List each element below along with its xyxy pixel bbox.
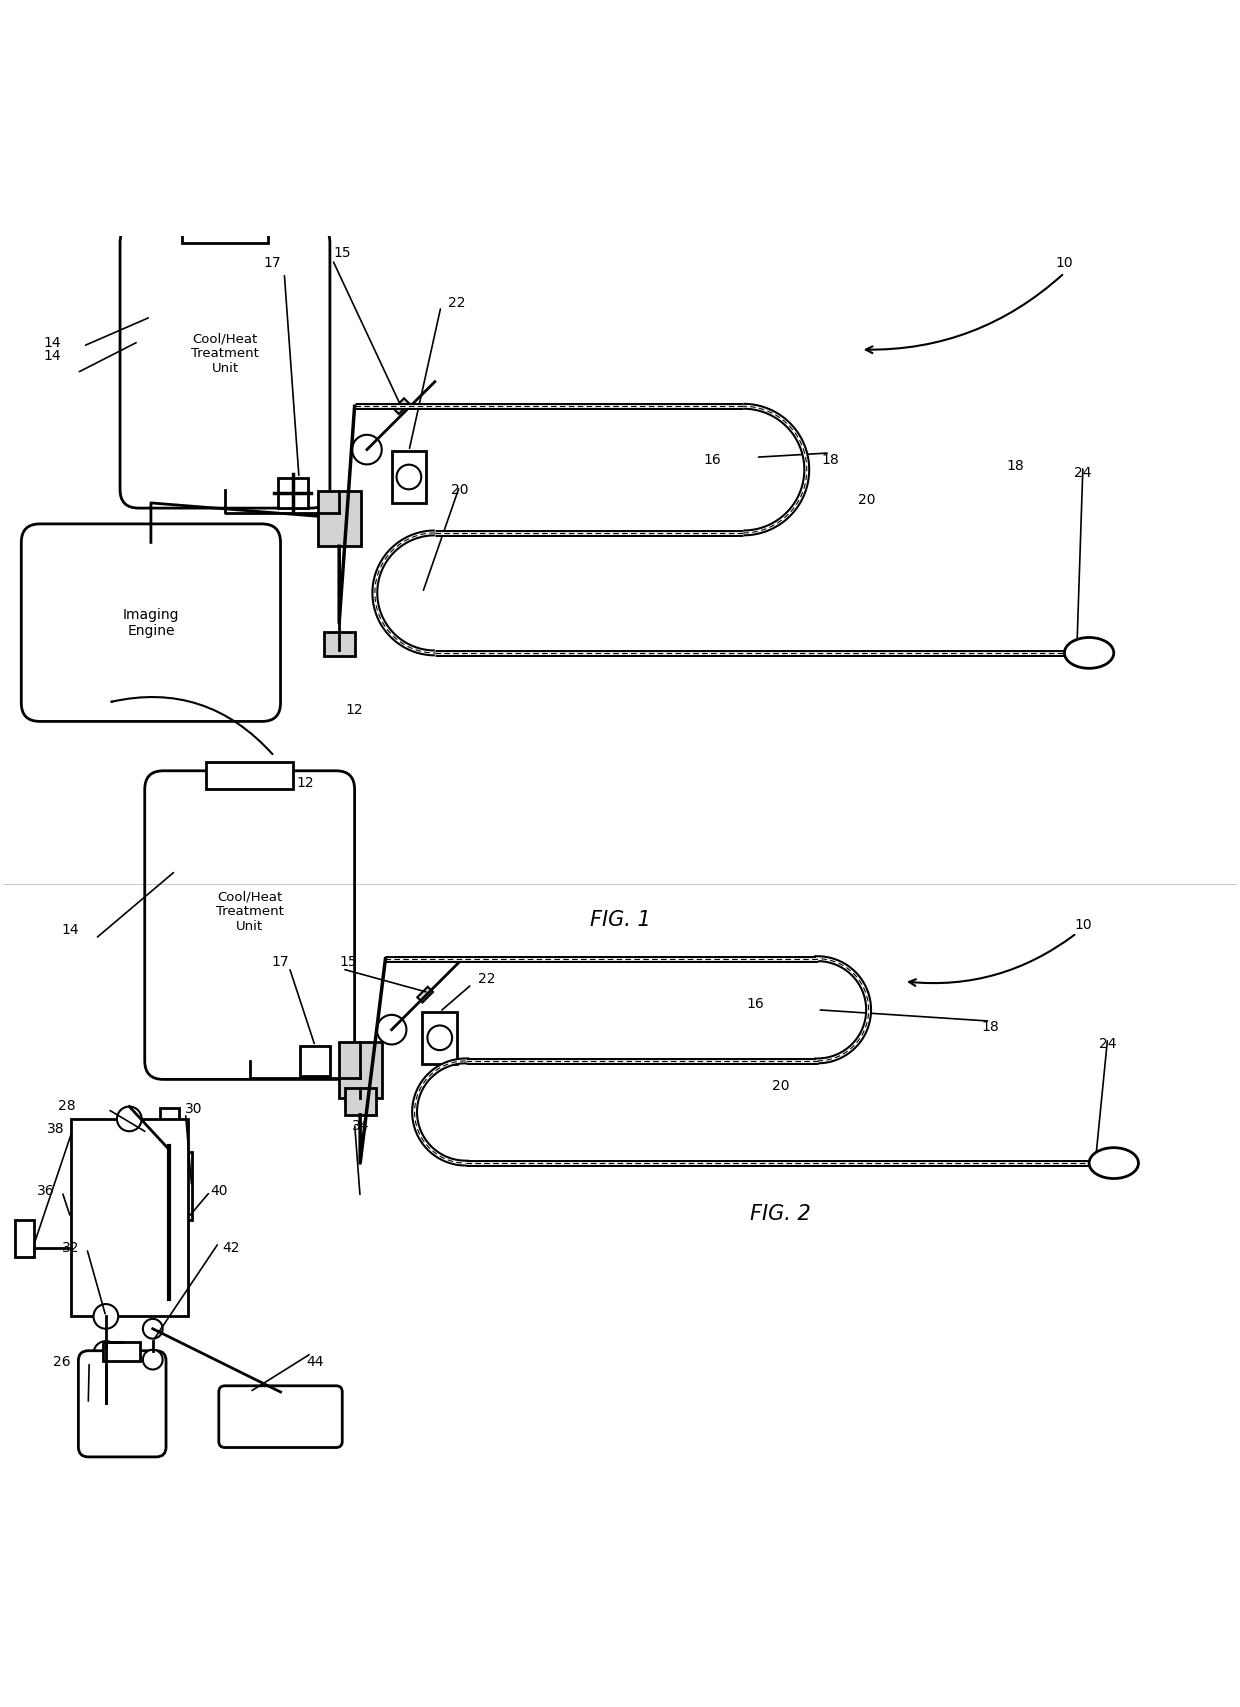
- Circle shape: [143, 1350, 162, 1369]
- Bar: [392, 451, 427, 504]
- Text: 26: 26: [53, 1355, 71, 1369]
- Text: 10: 10: [1074, 918, 1091, 932]
- Bar: [339, 1043, 382, 1098]
- Text: 12: 12: [346, 703, 363, 717]
- FancyArrowPatch shape: [866, 275, 1063, 353]
- Text: 42: 42: [222, 1241, 239, 1255]
- Text: 18: 18: [981, 1019, 999, 1034]
- Circle shape: [352, 435, 382, 464]
- FancyBboxPatch shape: [145, 772, 355, 1079]
- Text: Imaging
Engine: Imaging Engine: [123, 608, 179, 638]
- Text: 18: 18: [821, 452, 838, 466]
- Circle shape: [428, 1026, 453, 1050]
- Text: 38: 38: [47, 1121, 64, 1137]
- Bar: [182, 212, 268, 242]
- Text: Cool/Heat
Treatment
Unit: Cool/Heat Treatment Unit: [191, 333, 259, 376]
- Bar: [300, 1046, 330, 1075]
- Text: 16: 16: [746, 997, 765, 1011]
- Bar: [417, 987, 433, 1002]
- Text: 20: 20: [771, 1079, 789, 1094]
- Ellipse shape: [1064, 637, 1114, 669]
- FancyArrowPatch shape: [112, 696, 273, 754]
- FancyBboxPatch shape: [218, 1386, 342, 1448]
- Text: 12: 12: [296, 777, 314, 790]
- Text: 16: 16: [704, 452, 722, 466]
- Text: 44: 44: [306, 1355, 324, 1369]
- Text: 14: 14: [62, 923, 79, 937]
- Text: 30: 30: [185, 1103, 203, 1116]
- FancyBboxPatch shape: [21, 524, 280, 722]
- Ellipse shape: [1089, 1147, 1138, 1178]
- Text: 34: 34: [352, 1120, 370, 1133]
- Text: 20: 20: [858, 493, 875, 507]
- Text: 24: 24: [1074, 466, 1091, 480]
- Text: 20: 20: [451, 483, 469, 497]
- Bar: [160, 1108, 180, 1157]
- Circle shape: [93, 1304, 118, 1328]
- Text: 15: 15: [340, 954, 357, 968]
- Bar: [278, 478, 308, 507]
- Text: FIG. 1: FIG. 1: [590, 910, 650, 930]
- Circle shape: [157, 1125, 182, 1151]
- Bar: [15, 1221, 33, 1256]
- Text: 40: 40: [210, 1185, 228, 1198]
- Text: 18: 18: [1006, 459, 1024, 473]
- Bar: [423, 1012, 458, 1063]
- Bar: [345, 1087, 376, 1115]
- Circle shape: [117, 1106, 141, 1132]
- Text: 24: 24: [1099, 1036, 1116, 1052]
- Bar: [325, 632, 355, 655]
- Text: Cool/Heat
Treatment
Unit: Cool/Heat Treatment Unit: [216, 889, 284, 934]
- Text: 22: 22: [477, 971, 496, 985]
- Text: 17: 17: [272, 954, 289, 968]
- Text: 17: 17: [263, 256, 280, 270]
- Bar: [148, 1152, 192, 1221]
- Text: 32: 32: [62, 1241, 79, 1255]
- Text: 28: 28: [58, 1099, 76, 1113]
- Circle shape: [93, 1342, 118, 1366]
- FancyBboxPatch shape: [120, 224, 330, 509]
- Text: 14: 14: [43, 336, 61, 350]
- Circle shape: [143, 1320, 162, 1338]
- Text: 15: 15: [334, 246, 351, 259]
- Bar: [317, 490, 361, 546]
- Text: 22: 22: [449, 295, 466, 311]
- Bar: [207, 761, 293, 789]
- Bar: [393, 398, 409, 415]
- Text: FIG. 2: FIG. 2: [750, 1203, 811, 1224]
- Text: 10: 10: [1055, 256, 1073, 270]
- Text: 14: 14: [43, 350, 61, 364]
- Text: 36: 36: [37, 1185, 55, 1198]
- Circle shape: [397, 464, 422, 490]
- FancyArrowPatch shape: [909, 935, 1075, 987]
- FancyBboxPatch shape: [78, 1350, 166, 1456]
- Bar: [71, 1118, 188, 1316]
- Bar: [103, 1342, 140, 1360]
- Circle shape: [377, 1016, 407, 1045]
